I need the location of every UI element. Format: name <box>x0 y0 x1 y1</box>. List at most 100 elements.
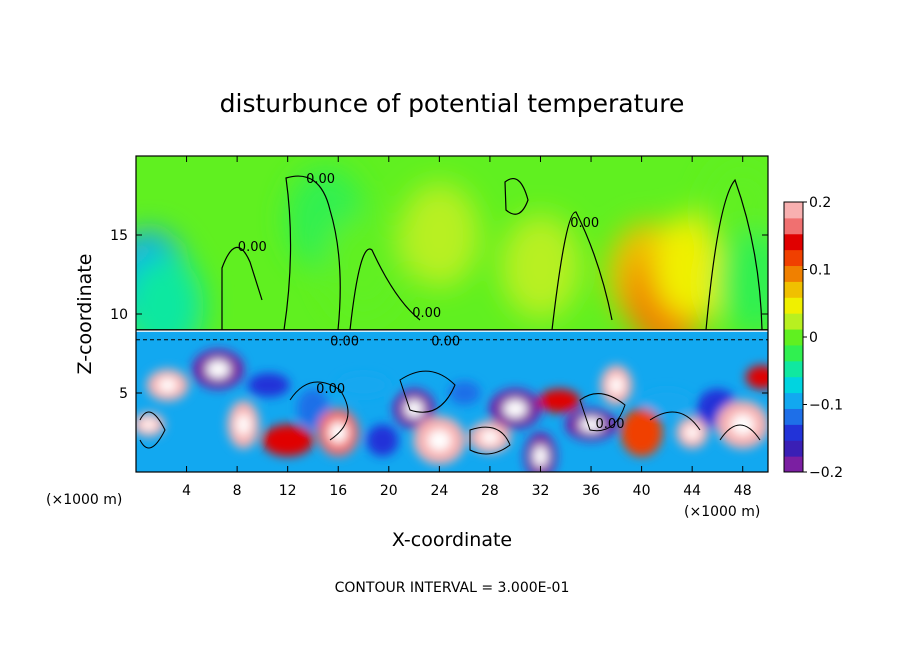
contour-line <box>504 178 529 215</box>
field-cell <box>640 388 693 413</box>
field-cell <box>261 424 314 457</box>
x-tick-label: 12 <box>279 483 297 499</box>
field-cell-core <box>404 399 424 418</box>
colorbar-tick-label: −0.1 <box>809 398 843 414</box>
colorbar-tick-label: −0.2 <box>809 465 843 481</box>
field-cell <box>337 373 390 398</box>
contour-label: 0.00 <box>596 417 625 432</box>
colorbar-tick-label: 0.2 <box>809 195 831 211</box>
colorbar-swatch <box>784 297 803 314</box>
x-tick-label: 16 <box>329 483 347 499</box>
y-axis: 5 10 15 <box>110 228 768 402</box>
contour-line <box>399 370 456 413</box>
field-cell-core <box>579 417 603 432</box>
contour-line <box>139 411 166 449</box>
x-tick-label: 32 <box>532 483 550 499</box>
chart-title: disturbunce of potential temperature <box>220 89 685 118</box>
contour-line <box>283 175 341 331</box>
x-axis-unit-right: (×1000 m) <box>684 504 760 520</box>
contour-line <box>221 246 263 330</box>
colorbar-swatch <box>784 376 803 394</box>
x-tick-label: 4 <box>182 483 191 499</box>
y-tick-label: 5 <box>119 386 128 402</box>
field-cell <box>620 408 663 457</box>
contour-line <box>649 411 701 431</box>
field-cell <box>448 381 481 405</box>
field-cell-core <box>533 445 548 468</box>
colorbar-swatch <box>784 281 803 298</box>
contour-label: 0.00 <box>431 335 460 350</box>
x-tick-label: 24 <box>430 483 448 499</box>
contour-line <box>579 393 626 432</box>
field-cell <box>296 388 329 429</box>
contour-lines <box>136 175 768 455</box>
field-cell-core <box>609 376 624 395</box>
contour-line <box>551 211 613 331</box>
field-cell <box>399 183 480 287</box>
upper-field-blobs <box>136 159 768 330</box>
lower-field <box>136 330 768 472</box>
field-cell <box>247 373 290 398</box>
contour-label: 0.00 <box>412 306 441 321</box>
y-tick-label: 15 <box>110 228 128 244</box>
contour-line <box>469 426 511 455</box>
field-cell-core <box>480 430 500 445</box>
x-tick-label: 20 <box>380 483 398 499</box>
x-tick-label: 36 <box>582 483 600 499</box>
colorbar-swatch <box>784 360 803 378</box>
colorbar-swatch <box>784 424 803 441</box>
colorbar-swatch <box>784 265 803 282</box>
contour-line <box>705 178 763 331</box>
colorbar-swatch <box>784 249 803 267</box>
x-tick-label: 8 <box>233 483 242 499</box>
contour-line <box>289 381 349 441</box>
upper-field <box>136 159 768 330</box>
field-cell-core <box>141 419 156 430</box>
x-tick-label: 48 <box>734 483 752 499</box>
field-cell-core <box>236 413 251 436</box>
contour-label: 0.00 <box>570 216 599 231</box>
field-cell <box>538 388 581 413</box>
colorbar-swatch <box>784 217 803 235</box>
field-cell <box>323 214 404 319</box>
field-cell <box>366 424 399 457</box>
colorbar-tick-label: 0.1 <box>809 263 831 279</box>
colorbar: 0.2 0.1 0 −0.1 −0.2 <box>783 195 843 481</box>
contour-labels: 0.00 0.00 0.00 0.00 0.00 0.00 0.00 0.00 <box>238 172 625 432</box>
x-tick-label: 28 <box>481 483 499 499</box>
x-axis-label: X-coordinate <box>392 529 512 551</box>
field-cell-core <box>206 360 230 379</box>
contour-label: 0.00 <box>238 240 267 255</box>
field-cell <box>745 365 768 390</box>
colorbar-tick-label: 0 <box>809 330 818 346</box>
plot-area: 0.00 0.00 0.00 0.00 0.00 0.00 0.00 0.00 <box>136 156 768 472</box>
colorbar-swatch <box>784 440 803 457</box>
colorbar-swatch <box>784 329 803 346</box>
lower-field-blobs <box>136 349 768 472</box>
colorbar-swatch <box>784 313 803 330</box>
field-cell-core <box>684 425 700 440</box>
x-tick-label: 44 <box>683 483 701 499</box>
field-cell-core <box>503 399 527 418</box>
contour-label: 0.00 <box>316 382 345 397</box>
field-cell-core <box>158 377 178 393</box>
contour-interval-note: CONTOUR INTERVAL = 3.000E-01 <box>335 580 570 596</box>
field-cell-core <box>731 413 755 436</box>
colorbar-swatch <box>784 408 803 425</box>
contour-label: 0.00 <box>330 335 359 350</box>
layer-top-band <box>136 330 768 332</box>
x-axis-unit-left: (×1000 m) <box>46 492 122 508</box>
contour-label: 0.00 <box>306 172 335 187</box>
field-cell <box>715 230 768 330</box>
colorbar-swatch <box>784 392 803 409</box>
colorbar-swatch <box>784 456 803 473</box>
contour-line <box>719 424 761 441</box>
field-cell <box>500 214 581 319</box>
y-axis-label: Z-coordinate <box>74 254 96 375</box>
colorbar-swatch <box>784 233 803 251</box>
field-cell <box>136 254 204 330</box>
colorbar-swatch <box>784 202 803 219</box>
field-cell-core <box>427 429 452 452</box>
y-tick-label: 10 <box>110 307 128 323</box>
